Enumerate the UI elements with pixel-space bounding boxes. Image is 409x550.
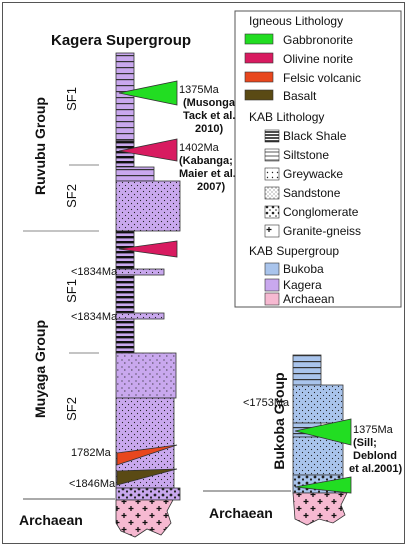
legend-super-kagera: Kagera — [264, 278, 322, 292]
legend: Igneous Lithology Gabbronorite Olivine n… — [234, 10, 402, 308]
muyaga-sf2-label: SF2 — [64, 397, 79, 421]
felsic-volcanic-wedge — [116, 444, 178, 466]
svg-text:Black Shale: Black Shale — [283, 129, 347, 143]
ruvubu-sf2-label: SF2 — [64, 184, 79, 208]
kabanga-age-label: 1402Ma (Kabanga; Maier et al. 2007) — [179, 142, 236, 193]
figure-frame: Kagera Supergroup Ruvubu Group Muyaga Gr… — [2, 2, 405, 544]
legend-kab-black-shale: Black Shale — [264, 129, 347, 143]
sill-gabbronorite-wedge-upper — [294, 418, 352, 446]
legend-igneous-basalt: Basalt — [244, 89, 317, 103]
musongati-gabbronorite-wedge — [118, 80, 178, 106]
olivine-norite-wedge-lower — [118, 240, 178, 258]
archaean-right-label: Archaean — [209, 505, 273, 521]
svg-text:Maier et al.: Maier et al. — [179, 168, 236, 180]
legend-igneous-felsic-volcanic: Felsic volcanic — [244, 71, 361, 85]
stratigraphy-diagram: Kagera Supergroup Ruvubu Group Muyaga Gr… — [19, 10, 403, 538]
svg-text:Archaean: Archaean — [283, 292, 334, 306]
svg-text:et al.2001): et al.2001) — [349, 463, 403, 475]
svg-text:Greywacke: Greywacke — [283, 167, 343, 181]
svg-text:2007): 2007) — [197, 181, 225, 193]
svg-text:Granite-gneiss: Granite-gneiss — [283, 224, 361, 238]
archaean-left-label: Archaean — [19, 512, 83, 528]
legend-kab-sandstone: Sandstone — [264, 186, 341, 200]
legend-super-archaean: Archaean — [264, 292, 334, 306]
age-lt1753: <1753Ma — [243, 397, 290, 409]
legend-kab-siltstone: Siltstone — [264, 148, 329, 162]
kagera-column — [115, 52, 181, 538]
svg-text:Sandstone: Sandstone — [283, 186, 341, 200]
basalt-wedge — [116, 468, 178, 486]
svg-text:1402Ma: 1402Ma — [179, 142, 220, 154]
age-lt1834-upper: <1834Ma — [71, 266, 118, 278]
legend-igneous-olivine-norite: Olivine norite — [244, 52, 353, 66]
legend-super-title: KAB Supergroup — [249, 244, 339, 258]
svg-text:Kagera: Kagera — [283, 278, 322, 292]
sill-gabbronorite-wedge-lower — [294, 476, 352, 494]
age-1782: 1782Ma — [71, 447, 112, 459]
legend-kab-conglomerate: Conglomerate — [264, 205, 359, 219]
svg-text:Deblond: Deblond — [353, 450, 397, 462]
svg-text:1375Ma: 1375Ma — [353, 424, 394, 436]
legend-kab-granite-gneiss: Granite-gneiss — [264, 224, 361, 238]
kabanga-olivine-norite-wedge — [118, 138, 178, 162]
legend-igneous-title: Igneous Lithology — [249, 14, 343, 28]
svg-text:(Musongati;: (Musongati; — [183, 97, 245, 109]
svg-text:Basalt: Basalt — [283, 89, 317, 103]
legend-super-bukoba: Bukoba — [264, 262, 324, 276]
supergroup-title: Kagera Supergroup — [51, 32, 191, 49]
bukoba-group-label: Bukoba Group — [271, 372, 287, 469]
svg-text:Olivine norite: Olivine norite — [283, 52, 353, 66]
svg-text:1375Ma: 1375Ma — [179, 84, 220, 96]
svg-text:(Sill;: (Sill; — [353, 437, 377, 449]
musongati-age-label: 1375Ma (Musongati; Tack et al., 2010) — [179, 84, 245, 135]
muyaga-sf1-label: SF1 — [64, 279, 79, 303]
svg-text:(Kabanga;: (Kabanga; — [179, 155, 233, 167]
age-lt1846: <1846Ma — [69, 478, 116, 490]
svg-text:Siltstone: Siltstone — [283, 148, 329, 162]
svg-text:Conglomerate: Conglomerate — [283, 205, 359, 219]
svg-text:Bukoba: Bukoba — [283, 262, 324, 276]
ruvubu-group-label: Ruvubu Group — [32, 97, 48, 195]
svg-text:Gabbronorite: Gabbronorite — [283, 33, 353, 47]
legend-igneous-gabbronorite: Gabbronorite — [244, 33, 353, 47]
legend-kab-title: KAB Lithology — [249, 110, 324, 124]
ruvubu-sf1-label: SF1 — [64, 87, 79, 111]
svg-text:Felsic volcanic: Felsic volcanic — [283, 71, 361, 85]
svg-text:Tack et al.,: Tack et al., — [183, 110, 238, 122]
legend-kab-greywacke: Greywacke — [264, 167, 343, 181]
sill-age-label: 1375Ma (Sill; Deblond et al.2001) — [349, 424, 403, 475]
muyaga-group-label: Muyaga Group — [32, 320, 48, 418]
svg-text:2010): 2010) — [195, 123, 223, 135]
age-lt1834-lower: <1834Ma — [71, 311, 118, 323]
